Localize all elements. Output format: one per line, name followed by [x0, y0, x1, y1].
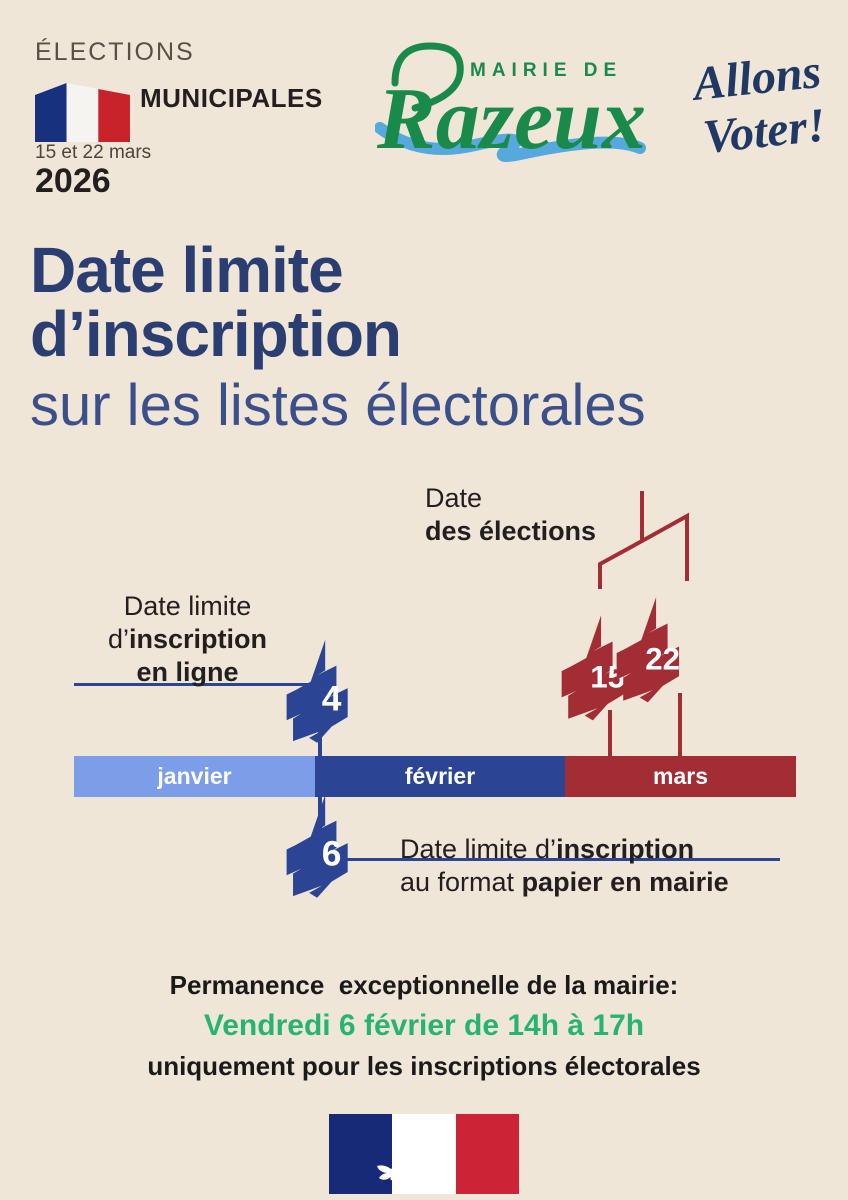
svg-text:22: 22	[645, 642, 680, 677]
svg-text:Razeux: Razeux	[376, 71, 646, 168]
svg-text:4: 4	[322, 680, 342, 719]
svg-text:Voter!: Voter!	[701, 98, 829, 164]
svg-text:6: 6	[322, 835, 342, 874]
